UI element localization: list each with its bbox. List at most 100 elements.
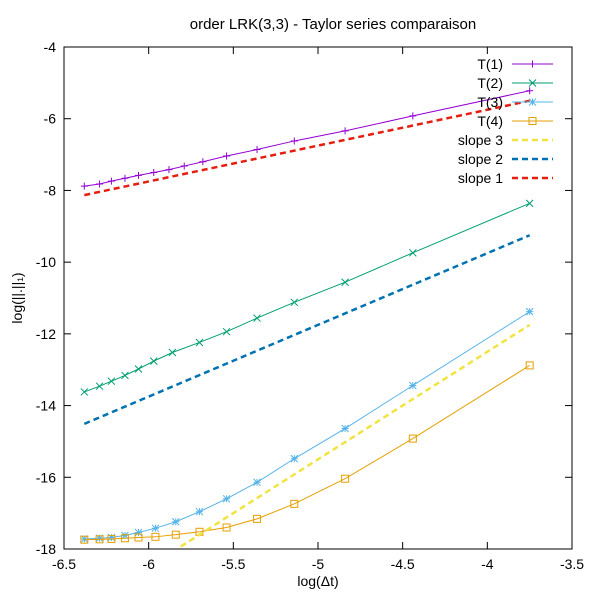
legend-label: T(4) <box>477 113 503 129</box>
legend-item: slope 1 <box>458 170 553 186</box>
data-point <box>134 365 143 373</box>
data-point <box>121 371 129 380</box>
legend-item: slope 3 <box>458 132 553 148</box>
data-point <box>408 434 417 443</box>
data-point <box>180 162 188 170</box>
series-t-3 <box>80 307 534 543</box>
y-tick-label: -16 <box>36 469 56 485</box>
data-point <box>341 278 349 287</box>
series-t-2 <box>80 199 534 396</box>
data-point <box>290 298 299 307</box>
data-point <box>95 534 104 543</box>
x-tick-label: -6 <box>142 556 155 572</box>
data-point <box>95 382 104 391</box>
data-point <box>222 327 231 336</box>
data-point <box>290 454 299 463</box>
data-point <box>107 377 116 386</box>
data-point <box>151 524 160 533</box>
x-tick-label: -6.5 <box>52 556 76 572</box>
data-point <box>222 523 231 532</box>
data-point <box>525 361 534 370</box>
data-point <box>341 127 349 135</box>
data-point <box>253 514 262 523</box>
series-line <box>84 364 530 541</box>
series-line <box>180 323 531 548</box>
data-point <box>121 174 129 182</box>
data-point <box>528 79 537 87</box>
data-point <box>135 171 143 179</box>
data-point <box>408 248 417 257</box>
data-point <box>96 180 104 188</box>
data-point <box>525 307 534 316</box>
data-point <box>290 137 298 145</box>
data-point <box>150 169 158 176</box>
y-tick-label: -4 <box>44 39 57 55</box>
data-point <box>134 533 143 542</box>
data-point <box>341 474 350 483</box>
data-point <box>171 530 180 539</box>
axis-ticks <box>63 46 573 550</box>
y-tick-labels: -18 -16 -14 -12 -10 -8 -6 -4 <box>36 39 56 557</box>
legend-label: T(2) <box>477 75 503 91</box>
x-axis-label: log(Δt) <box>297 573 338 589</box>
legend-label: T(3) <box>477 94 503 110</box>
x-tick-label: -5.5 <box>221 556 245 572</box>
data-point <box>290 499 299 508</box>
data-point <box>80 535 89 543</box>
data-point <box>253 146 261 154</box>
series-layer <box>80 87 534 548</box>
x-tick-label: -4 <box>481 556 494 572</box>
data-point <box>107 533 116 542</box>
series-slope-3 <box>180 323 531 548</box>
data-point <box>149 357 158 365</box>
x-tick-labels: -6.5 -6 -5.5 -5 -4.5 -4 -3.5 <box>52 556 584 572</box>
chart-title: order LRK(3,3) - Taylor series comparais… <box>190 16 477 33</box>
data-point <box>341 424 349 433</box>
y-axis-label: log(||.||₁) <box>9 272 25 323</box>
data-point <box>528 98 537 106</box>
series-line <box>84 311 530 540</box>
x-tick-label: -4.5 <box>391 556 415 572</box>
legend-label: slope 1 <box>458 170 503 186</box>
data-point <box>223 152 231 160</box>
data-point <box>253 314 261 322</box>
y-tick-label: -14 <box>36 398 56 414</box>
data-point <box>80 182 88 190</box>
data-point <box>107 177 115 185</box>
data-point <box>121 531 129 540</box>
legend-label: T(1) <box>477 56 503 72</box>
y-tick-label: -8 <box>44 182 57 198</box>
data-point <box>168 348 177 357</box>
series-line <box>83 234 531 426</box>
data-point <box>199 158 207 166</box>
y-tick-label: -12 <box>36 326 56 342</box>
legend-label: slope 2 <box>458 151 503 167</box>
legend-item: T(1) <box>477 56 553 72</box>
series-slope-2 <box>83 234 531 426</box>
y-tick-label: -10 <box>36 254 56 270</box>
legend-item: slope 2 <box>458 151 553 167</box>
legend-item: T(4) <box>477 113 553 129</box>
series-line <box>84 202 530 393</box>
series-slope-1 <box>84 99 530 197</box>
data-point <box>526 87 534 95</box>
x-tick-label: -3.5 <box>560 556 584 572</box>
data-point <box>80 388 89 396</box>
data-point <box>171 517 180 526</box>
data-point <box>195 507 204 516</box>
data-point <box>120 534 129 543</box>
data-point <box>409 112 417 120</box>
data-point <box>525 199 534 208</box>
data-point <box>408 381 417 390</box>
data-point <box>253 478 261 487</box>
legend-label: slope 3 <box>458 132 503 148</box>
series-t-1 <box>80 87 534 190</box>
data-point <box>195 338 204 347</box>
data-point <box>151 532 160 541</box>
y-tick-label: -6 <box>44 111 57 127</box>
data-point <box>80 535 89 544</box>
data-point <box>529 60 536 68</box>
series-t-4 <box>80 361 534 544</box>
legend-item: T(2) <box>477 75 553 91</box>
